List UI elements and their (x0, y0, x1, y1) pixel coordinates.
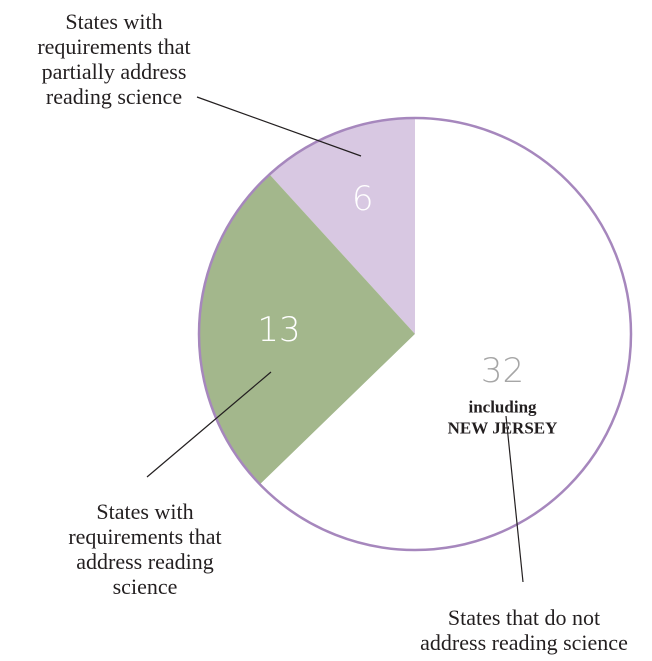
slice-label-do-not-address: States that do not address reading scien… (404, 605, 644, 655)
pie-slices (197, 116, 633, 552)
leader-line-address (146, 371, 272, 478)
slice-value-do-not-address: 32 (481, 351, 524, 391)
slice-value-partially-address: 6 (352, 179, 374, 219)
pie-value-labels: 6 13 32 including NEW JERSEY (257, 179, 557, 437)
leader-line-partially-address (196, 96, 362, 157)
pie-outline (197, 116, 633, 552)
slice-label-line: science (112, 574, 178, 599)
leader-lines (146, 96, 524, 583)
slice-label-line: States with (65, 9, 163, 34)
slice-label-line: reading science (45, 84, 183, 109)
slice-label-line: address reading science (420, 630, 628, 655)
slice-note-line: including (468, 398, 537, 417)
pie-slice-address (198, 174, 415, 485)
leader-line-do-not-address (505, 415, 524, 583)
slice-label-address: States with requirements that address re… (30, 499, 260, 599)
slice-label-line: States with (96, 499, 194, 524)
pie-slice-partially-address (269, 118, 415, 334)
slice-label-line: partially address (41, 59, 187, 84)
slice-label-line: requirements that (68, 524, 222, 549)
slice-label-line: address reading (76, 549, 214, 574)
slice-label-line: States that do not (447, 605, 601, 630)
slice-label-line: requirements that (37, 34, 191, 59)
slice-label-partially-address: States with requirements that partially … (14, 9, 214, 109)
slice-note-line: NEW JERSEY (448, 419, 558, 438)
slice-value-address: 13 (257, 310, 300, 350)
pie-slice-do-not-address (259, 118, 632, 551)
